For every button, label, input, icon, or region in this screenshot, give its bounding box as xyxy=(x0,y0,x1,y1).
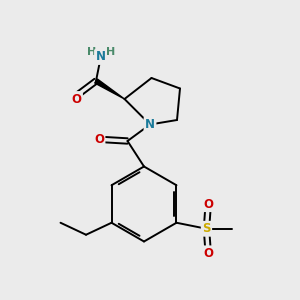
Polygon shape xyxy=(95,79,124,99)
Text: H: H xyxy=(106,47,116,57)
Text: N: N xyxy=(95,50,106,64)
Text: O: O xyxy=(203,247,213,260)
Text: O: O xyxy=(71,92,82,106)
Text: N: N xyxy=(145,118,155,131)
Text: O: O xyxy=(203,198,213,211)
Text: H: H xyxy=(88,47,97,57)
Text: O: O xyxy=(94,133,104,146)
Text: S: S xyxy=(202,222,211,235)
